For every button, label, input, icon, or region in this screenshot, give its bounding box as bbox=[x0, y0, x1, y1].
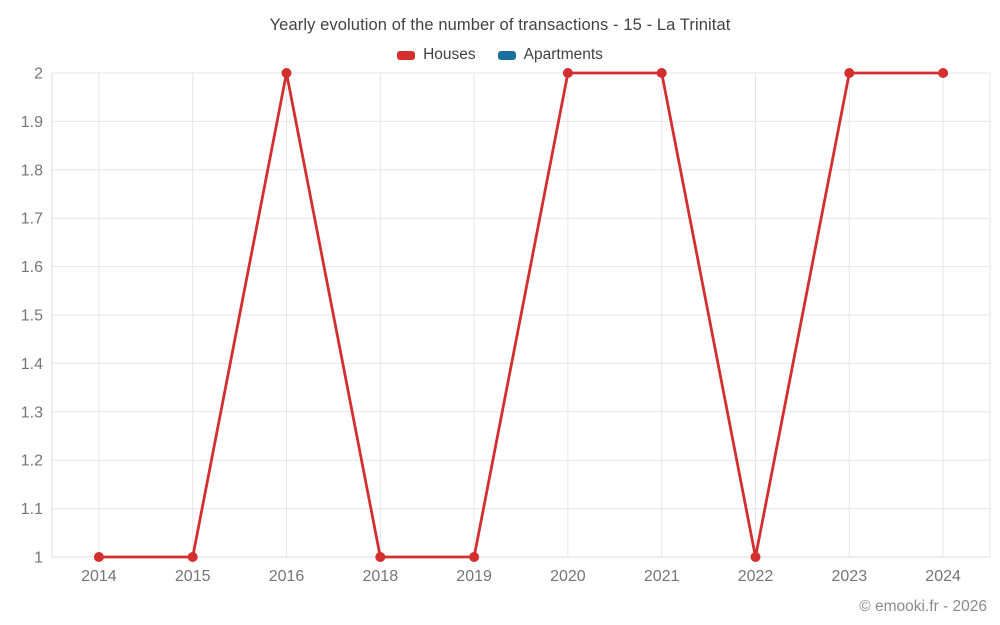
x-axis-tick-label: 2023 bbox=[832, 568, 868, 585]
x-axis-tick-label: 2019 bbox=[456, 568, 492, 585]
data-point bbox=[750, 552, 761, 562]
legend-swatch-icon bbox=[397, 50, 416, 60]
legend-swatch-icon bbox=[497, 50, 516, 60]
x-axis-tick-label: 2024 bbox=[925, 568, 961, 585]
y-axis-tick-label: 2 bbox=[34, 66, 43, 83]
data-point bbox=[656, 68, 667, 78]
data-point bbox=[844, 68, 855, 78]
x-axis-tick-label: 2016 bbox=[269, 568, 305, 585]
x-axis-tick-label: 2020 bbox=[550, 568, 586, 585]
y-axis-tick-label: 1.8 bbox=[21, 162, 43, 179]
data-point bbox=[562, 68, 573, 78]
chart-title: Yearly evolution of the number of transa… bbox=[269, 16, 731, 34]
y-axis-tick-label: 1 bbox=[34, 550, 43, 567]
data-point bbox=[375, 552, 386, 562]
y-axis-tick-label: 1.4 bbox=[21, 356, 43, 373]
y-axis-tick-label: 1.3 bbox=[21, 404, 43, 421]
chart-legend: Houses Apartments bbox=[0, 46, 1000, 64]
x-axis-tick-label: 2014 bbox=[81, 568, 117, 585]
data-point bbox=[93, 552, 104, 562]
x-axis-tick-label: 2021 bbox=[644, 568, 680, 585]
y-axis-tick-label: 1.1 bbox=[21, 501, 43, 518]
x-axis-tick-label: 2022 bbox=[738, 568, 774, 585]
copyright-footer: © emooki.fr - 2026 bbox=[859, 598, 987, 615]
x-axis-tick-label: 2015 bbox=[175, 568, 211, 585]
data-point bbox=[281, 68, 292, 78]
y-axis-tick-label: 1.2 bbox=[21, 453, 43, 470]
y-axis-tick-label: 1.5 bbox=[21, 308, 43, 325]
data-point bbox=[938, 68, 949, 78]
legend-item-houses[interactable]: Houses bbox=[397, 46, 476, 64]
legend-item-apartments[interactable]: Apartments bbox=[497, 46, 603, 64]
y-axis-tick-label: 1.7 bbox=[21, 211, 43, 228]
x-axis-tick-label: 2018 bbox=[363, 568, 399, 585]
legend-label: Apartments bbox=[523, 46, 603, 63]
legend-label: Houses bbox=[423, 46, 476, 63]
series-line-houses bbox=[98, 71, 944, 559]
y-axis-tick-label: 1.6 bbox=[21, 259, 43, 276]
y-axis-tick-label: 1.9 bbox=[21, 114, 43, 131]
data-point bbox=[187, 552, 198, 562]
data-point bbox=[469, 552, 480, 562]
